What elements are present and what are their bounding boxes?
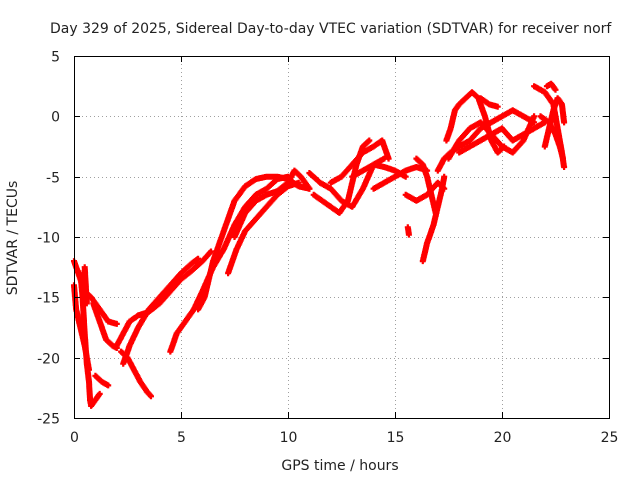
data-point-marks: [413, 155, 439, 216]
series-arc-22: [419, 173, 448, 265]
data-point-marks: [541, 95, 568, 150]
x-tick-label: 20: [494, 430, 512, 446]
series-arc-16: [327, 137, 392, 186]
x-axis-label: GPS time / hours: [281, 458, 398, 474]
series-arc-30: [541, 95, 568, 150]
data-point-marks: [477, 95, 501, 110]
data-point-marks: [77, 270, 103, 409]
series-arc-27: [477, 95, 501, 110]
x-axis-ticks: 0 5 10 15 20 25: [70, 56, 618, 446]
series-arc-12: [225, 179, 302, 277]
y-tick-label: -15: [37, 291, 60, 307]
chart-title: Day 329 of 2025, Sidereal Day-to-day VTE…: [50, 21, 612, 37]
y-tick-label: 5: [51, 50, 60, 66]
series-arc-6: [92, 372, 112, 389]
series-arc-26: [456, 119, 548, 156]
data-point-marks: [456, 119, 548, 156]
data-point-marks: [543, 80, 559, 93]
data-point-marks: [404, 224, 412, 238]
y-tick-label: -25: [37, 412, 60, 428]
y-axis-label: SDTVAR / TECUs: [5, 181, 21, 296]
data-point-marks: [327, 137, 392, 186]
y-tick-label: -10: [37, 231, 60, 247]
data-point-marks: [120, 255, 202, 367]
series-arc-13: [231, 167, 313, 240]
series-arc-31: [543, 80, 559, 93]
x-tick-label: 10: [280, 430, 298, 446]
y-tick-label: -5: [46, 171, 60, 187]
grid-lines: [74, 56, 609, 418]
y-tick-label: 0: [51, 110, 60, 126]
series-arc-9: [120, 255, 202, 367]
series-arc-5: [90, 300, 120, 351]
series-arc-21: [413, 155, 439, 216]
data-point-marks: [90, 300, 120, 351]
x-tick-label: 5: [177, 430, 186, 446]
y-tick-label: -20: [37, 352, 60, 368]
series-arc-20: [404, 224, 412, 238]
data-point-marks: [81, 264, 90, 307]
y-axis-ticks: -25 -20 -15 -10 -5 0 5: [37, 50, 609, 428]
data-points: [71, 80, 568, 409]
data-point-marks: [419, 173, 448, 265]
series-arc-4: [81, 264, 90, 307]
x-tick-label: 25: [601, 430, 619, 446]
data-point-marks: [231, 167, 313, 240]
data-point-marks: [225, 179, 302, 277]
series-arc-3: [77, 270, 103, 409]
x-tick-label: 0: [70, 430, 79, 446]
x-tick-label: 15: [387, 430, 405, 446]
data-point-marks: [92, 372, 112, 389]
